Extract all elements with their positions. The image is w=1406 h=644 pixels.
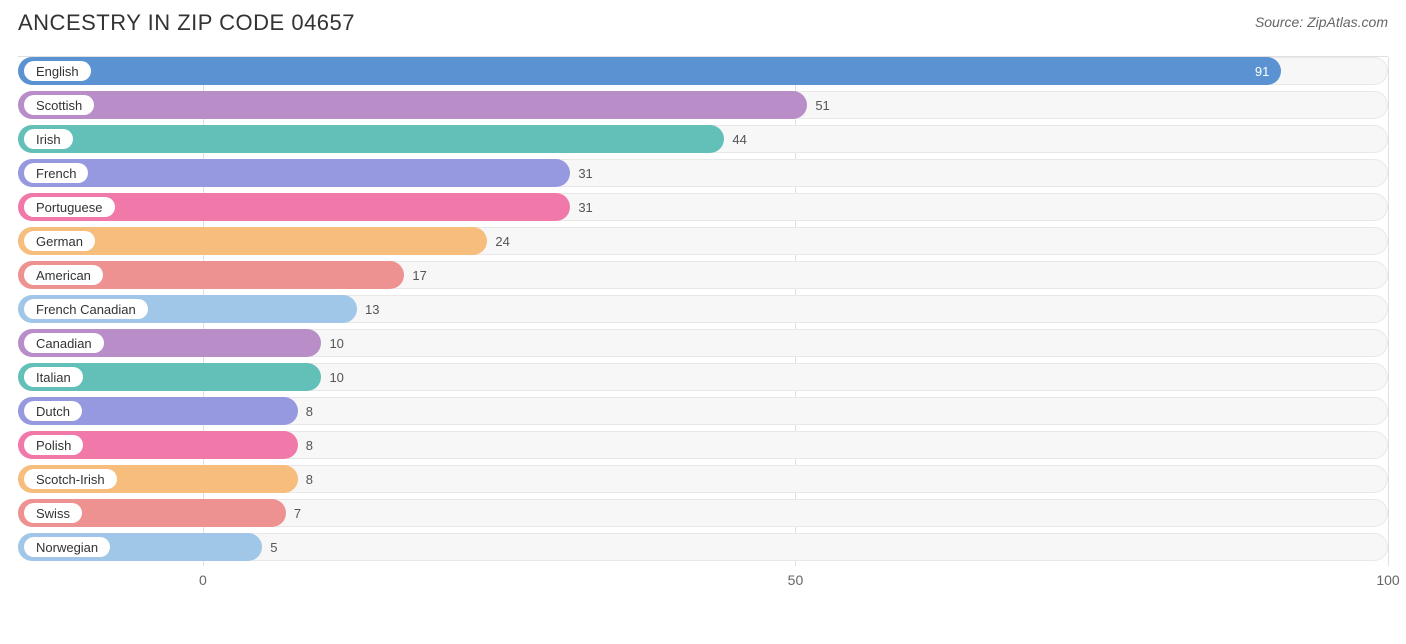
bar-row: American 17 bbox=[18, 261, 1388, 289]
x-tick-label: 50 bbox=[788, 572, 804, 588]
bar-label: French Canadian bbox=[24, 299, 148, 319]
bar-value: 8 bbox=[298, 397, 313, 425]
bar-value: 91 bbox=[18, 57, 1281, 85]
bar-row: Polish 8 bbox=[18, 431, 1388, 459]
bar-label: Scottish bbox=[24, 95, 94, 115]
chart-title: ANCESTRY IN ZIP CODE 04657 bbox=[18, 10, 355, 36]
bar-value: 51 bbox=[807, 91, 829, 119]
bar-label: French bbox=[24, 163, 88, 183]
chart-header: ANCESTRY IN ZIP CODE 04657 Source: ZipAt… bbox=[18, 10, 1388, 36]
bar-row: French Canadian 13 bbox=[18, 295, 1388, 323]
bar-value: 10 bbox=[321, 329, 343, 357]
bar-value: 8 bbox=[298, 465, 313, 493]
bar-fill bbox=[18, 91, 807, 119]
bar-label: Swiss bbox=[24, 503, 82, 523]
bar-row: English91 bbox=[18, 57, 1388, 85]
bar-label: Canadian bbox=[24, 333, 104, 353]
bar-label: Norwegian bbox=[24, 537, 110, 557]
x-axis: 050100 bbox=[18, 566, 1388, 596]
bar-row: Scottish 51 bbox=[18, 91, 1388, 119]
bar-value: 17 bbox=[404, 261, 426, 289]
bar-label: American bbox=[24, 265, 103, 285]
bar-value: 31 bbox=[570, 193, 592, 221]
bar-label: Dutch bbox=[24, 401, 82, 421]
bar-row: Portuguese 31 bbox=[18, 193, 1388, 221]
bar-row: French 31 bbox=[18, 159, 1388, 187]
gridline bbox=[1388, 57, 1389, 566]
bar-label: German bbox=[24, 231, 95, 251]
chart-source: Source: ZipAtlas.com bbox=[1255, 14, 1388, 30]
bar-row: Italian 10 bbox=[18, 363, 1388, 391]
bar-label: Polish bbox=[24, 435, 83, 455]
bar-value: 8 bbox=[298, 431, 313, 459]
bar-label: Italian bbox=[24, 367, 83, 387]
bar-row: Irish 44 bbox=[18, 125, 1388, 153]
bar-row: Canadian 10 bbox=[18, 329, 1388, 357]
bar-value: 5 bbox=[262, 533, 277, 561]
bar-label: Irish bbox=[24, 129, 73, 149]
bar-row: Norwegian 5 bbox=[18, 533, 1388, 561]
bar-label: Scotch-Irish bbox=[24, 469, 117, 489]
bar-row: Scotch-Irish 8 bbox=[18, 465, 1388, 493]
bar-value: 24 bbox=[487, 227, 509, 255]
bar-value: 7 bbox=[286, 499, 301, 527]
bar-value: 13 bbox=[357, 295, 379, 323]
bar-fill bbox=[18, 159, 570, 187]
bar-value: 44 bbox=[724, 125, 746, 153]
chart-plot: English91Scottish51Irish44French31Portug… bbox=[18, 56, 1388, 566]
bar-value: 31 bbox=[570, 159, 592, 187]
bar-row: Dutch 8 bbox=[18, 397, 1388, 425]
x-tick-label: 100 bbox=[1376, 572, 1399, 588]
bar-row: Swiss 7 bbox=[18, 499, 1388, 527]
bar-label: Portuguese bbox=[24, 197, 115, 217]
chart-area: English91Scottish51Irish44French31Portug… bbox=[18, 56, 1388, 596]
bar-row: German 24 bbox=[18, 227, 1388, 255]
bar-fill bbox=[18, 125, 724, 153]
bar-value: 10 bbox=[321, 363, 343, 391]
x-tick-label: 0 bbox=[199, 572, 207, 588]
